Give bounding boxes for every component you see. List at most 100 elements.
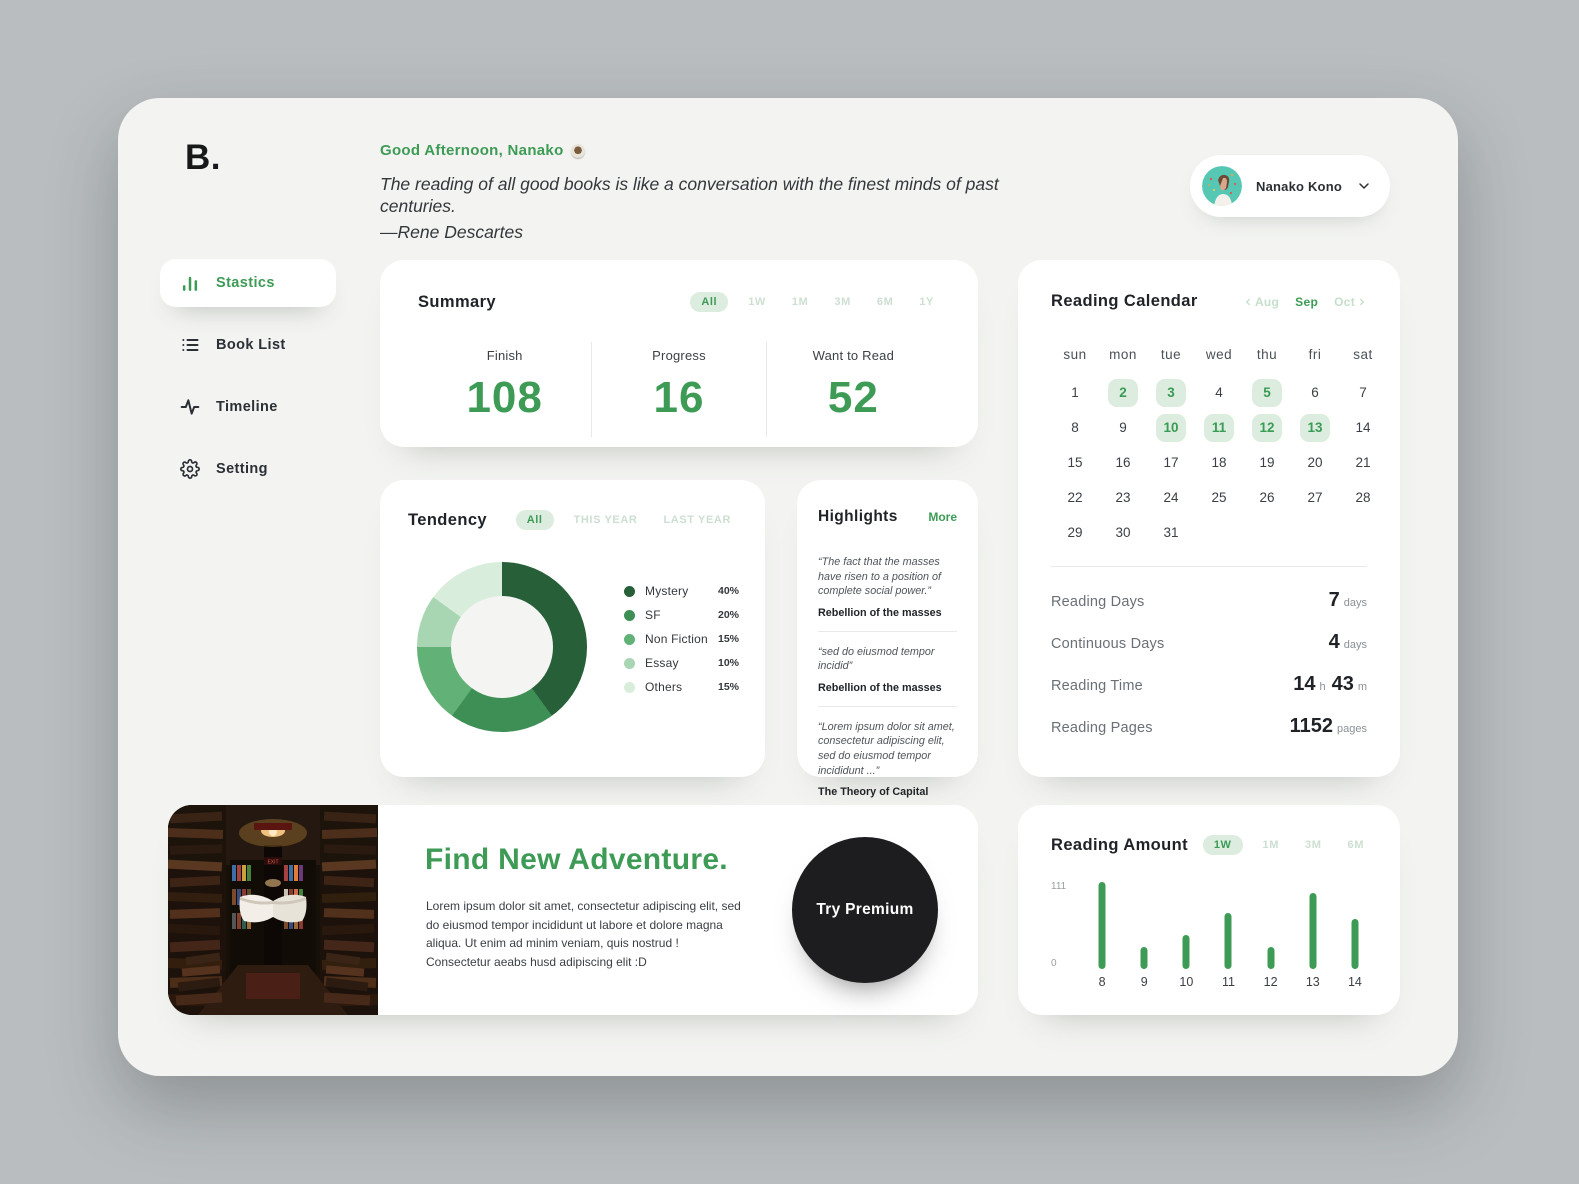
day-number[interactable]: 31 (1163, 525, 1179, 540)
day-number[interactable]: 3 (1156, 378, 1186, 407)
amount-filter-1m[interactable]: 1M (1262, 839, 1280, 851)
summary-filter-1w[interactable]: 1W (748, 296, 766, 308)
summary-card: Summary All 1W 1M 3M 6M 1Y Finish 108 Progress 1… (380, 260, 978, 447)
day-number[interactable]: 15 (1067, 455, 1083, 470)
day-number[interactable]: 20 (1307, 455, 1323, 470)
calendar-day-13[interactable]: 13 (1291, 410, 1339, 445)
calendar-day-4[interactable]: 4 (1195, 375, 1243, 410)
greeting-block: Good Afternoon, Nanako The reading of al… (380, 142, 1060, 243)
calendar-day-27[interactable]: 27 (1291, 480, 1339, 515)
tea-cup-icon (570, 143, 585, 158)
calendar-day-10[interactable]: 10 (1147, 410, 1195, 445)
day-number[interactable]: 1 (1071, 385, 1079, 400)
calendar-day-31[interactable]: 31 (1147, 515, 1195, 550)
calendar-day-23[interactable]: 23 (1099, 480, 1147, 515)
day-number[interactable]: 27 (1307, 490, 1323, 505)
tendency-filter-all[interactable]: All (515, 510, 554, 530)
amount-filter-1w[interactable]: 1W (1202, 835, 1243, 855)
calendar-day-5[interactable]: 5 (1243, 375, 1291, 410)
calendar-day-20[interactable]: 20 (1291, 445, 1339, 480)
day-number[interactable]: 18 (1211, 455, 1227, 470)
sidebar-item-timeline[interactable]: Timeline (160, 383, 336, 431)
profile-menu[interactable]: Nanako Kono (1190, 155, 1390, 217)
calendar-day-15[interactable]: 15 (1051, 445, 1099, 480)
y-tick-max: 111 (1051, 881, 1067, 892)
summary-filter-1m[interactable]: 1M (791, 296, 809, 308)
day-number[interactable]: 5 (1252, 378, 1282, 407)
weekday-label-wed: wed (1205, 346, 1233, 362)
calendar-day-17[interactable]: 17 (1147, 445, 1195, 480)
day-number[interactable]: 2 (1108, 378, 1138, 407)
highlights-more-link[interactable]: More (928, 510, 957, 524)
calendar-day-18[interactable]: 18 (1195, 445, 1243, 480)
calendar-day-7[interactable]: 7 (1339, 375, 1387, 410)
calendar-day-30[interactable]: 30 (1099, 515, 1147, 550)
sidebar-item-setting[interactable]: Setting (160, 445, 336, 493)
stat-value: 108 (466, 373, 543, 422)
calendar-day-26[interactable]: 26 (1243, 480, 1291, 515)
calendar-day-28[interactable]: 28 (1339, 480, 1387, 515)
quote-book-title: The Theory of Capital (818, 786, 929, 799)
tendency-filter-last-year[interactable]: LAST YEAR (663, 514, 731, 526)
bar-day-12: 12 (1250, 879, 1292, 989)
stat-label: Progress (652, 348, 706, 363)
amount-filter-6m[interactable]: 6M (1347, 839, 1364, 851)
calendar-day-29[interactable]: 29 (1051, 515, 1099, 550)
calendar-day-11[interactable]: 11 (1195, 410, 1243, 445)
calendar-day-8[interactable]: 8 (1051, 410, 1099, 445)
day-number[interactable]: 10 (1156, 413, 1186, 442)
day-number[interactable]: 30 (1115, 525, 1131, 540)
prev-month-button[interactable]: Aug (1243, 295, 1279, 309)
calendar-day-2[interactable]: 2 (1099, 375, 1147, 410)
day-number[interactable]: 4 (1215, 385, 1223, 400)
day-number[interactable]: 22 (1067, 490, 1083, 505)
summary-filter-all[interactable]: All (690, 292, 729, 312)
bar-day-9: 9 (1123, 879, 1165, 989)
day-number[interactable]: 6 (1311, 385, 1319, 400)
summary-filter-3m[interactable]: 3M (834, 296, 851, 308)
tendency-filter-this-year[interactable]: THIS YEAR (573, 514, 638, 526)
calendar-day-19[interactable]: 19 (1243, 445, 1291, 480)
day-number[interactable]: 11 (1204, 413, 1234, 442)
sidebar-item-stastics[interactable]: Stastics (160, 259, 336, 307)
calendar-day-22[interactable]: 22 (1051, 480, 1099, 515)
legend-dot (624, 657, 635, 669)
sidebar-item-book-list[interactable]: Book List (160, 321, 336, 369)
day-number[interactable]: 13 (1300, 413, 1330, 442)
day-number[interactable]: 9 (1119, 420, 1127, 435)
day-number[interactable]: 16 (1115, 455, 1131, 470)
day-number[interactable]: 14 (1355, 420, 1371, 435)
calendar-day-24[interactable]: 24 (1147, 480, 1195, 515)
day-number[interactable]: 29 (1067, 525, 1083, 540)
calendar-day-16[interactable]: 16 (1099, 445, 1147, 480)
day-number[interactable]: 24 (1163, 490, 1179, 505)
day-number[interactable]: 7 (1359, 385, 1367, 400)
calendar-day-6[interactable]: 6 (1291, 375, 1339, 410)
day-number[interactable]: 12 (1252, 413, 1282, 442)
current-month-label[interactable]: Sep (1295, 294, 1319, 309)
day-number[interactable]: 28 (1355, 490, 1371, 505)
day-number[interactable]: 21 (1355, 455, 1371, 470)
summary-filter-1y[interactable]: 1Y (919, 296, 934, 308)
day-number[interactable]: 19 (1259, 455, 1275, 470)
calendar-day-14[interactable]: 14 (1339, 410, 1387, 445)
next-month-button[interactable]: Oct (1334, 295, 1367, 309)
day-number[interactable]: 8 (1071, 420, 1079, 435)
calendar-day-3[interactable]: 3 (1147, 375, 1195, 410)
try-premium-button[interactable]: Try Premium (792, 837, 938, 983)
amount-filter-3m[interactable]: 3M (1305, 839, 1322, 851)
legend-row-sf: SF 20% (624, 608, 739, 622)
calendar-day-12[interactable]: 12 (1243, 410, 1291, 445)
calendar-day-25[interactable]: 25 (1195, 480, 1243, 515)
calendar-day-1[interactable]: 1 (1051, 375, 1099, 410)
calendar-day-21[interactable]: 21 (1339, 445, 1387, 480)
day-number[interactable]: 25 (1211, 490, 1227, 505)
summary-filter-6m[interactable]: 6M (876, 296, 894, 308)
stat-label: Reading Days (1051, 594, 1145, 610)
stat-unit: pages (1337, 723, 1367, 735)
day-number[interactable]: 26 (1259, 490, 1275, 505)
calendar-day-9[interactable]: 9 (1099, 410, 1147, 445)
bar (1140, 947, 1148, 969)
day-number[interactable]: 23 (1115, 490, 1131, 505)
day-number[interactable]: 17 (1163, 455, 1179, 470)
